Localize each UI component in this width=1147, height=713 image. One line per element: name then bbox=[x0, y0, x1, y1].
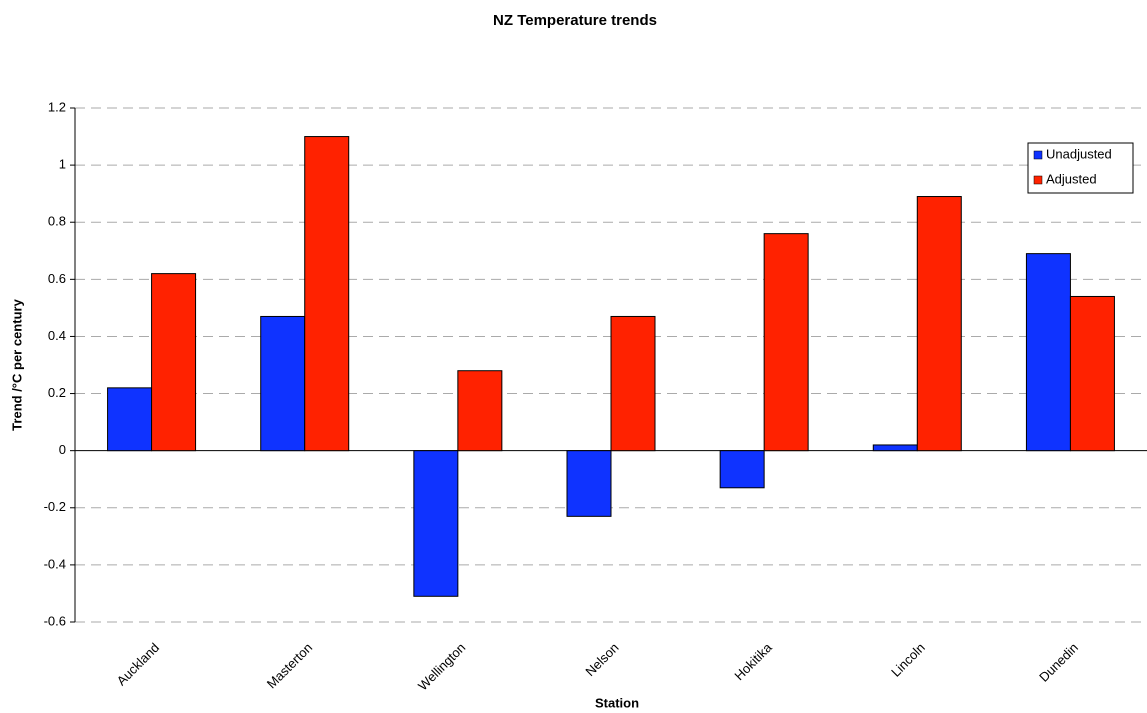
legend-swatch bbox=[1033, 175, 1043, 185]
x-tick-label: Auckland bbox=[114, 640, 162, 688]
bar bbox=[304, 136, 350, 452]
legend-swatch bbox=[1033, 150, 1043, 160]
y-tick-label: 0 bbox=[59, 442, 66, 457]
x-tick-label: Wellington bbox=[415, 640, 468, 693]
bar bbox=[107, 387, 153, 452]
bar bbox=[1069, 295, 1115, 452]
bar bbox=[566, 450, 612, 517]
legend-label: Adjusted bbox=[1046, 171, 1097, 186]
bar bbox=[916, 196, 962, 452]
bar bbox=[457, 370, 503, 452]
chart-title: NZ Temperature trends bbox=[493, 12, 657, 29]
x-tick-label: Masterton bbox=[264, 640, 315, 691]
bar bbox=[763, 233, 809, 452]
y-tick-label: -0.4 bbox=[44, 556, 66, 571]
y-tick-label: 1 bbox=[59, 157, 66, 172]
y-axis-label: Trend /°C per century bbox=[9, 298, 24, 430]
bar bbox=[719, 450, 765, 489]
x-tick-label: Nelson bbox=[582, 640, 621, 679]
bar bbox=[1025, 253, 1071, 452]
bar bbox=[413, 450, 459, 597]
x-tick-label: Lincoln bbox=[888, 640, 928, 680]
x-tick-label: Hokitika bbox=[731, 639, 775, 683]
y-tick-label: 0.8 bbox=[48, 214, 66, 229]
x-tick-label: Dunedin bbox=[1036, 640, 1081, 685]
y-tick-label: 1.2 bbox=[48, 99, 66, 114]
y-tick-label: 0.4 bbox=[48, 328, 66, 343]
legend-box bbox=[1027, 142, 1134, 194]
legend-label: Unadjusted bbox=[1046, 146, 1112, 161]
y-tick-label: -0.2 bbox=[44, 499, 66, 514]
y-tick-label: -0.6 bbox=[44, 613, 66, 628]
y-tick-label: 0.2 bbox=[48, 385, 66, 400]
bar bbox=[151, 273, 197, 452]
bar bbox=[260, 315, 306, 452]
bar bbox=[610, 315, 656, 452]
y-tick-label: 0.6 bbox=[48, 271, 66, 286]
x-axis-label: Station bbox=[595, 695, 639, 710]
bar bbox=[872, 444, 918, 452]
